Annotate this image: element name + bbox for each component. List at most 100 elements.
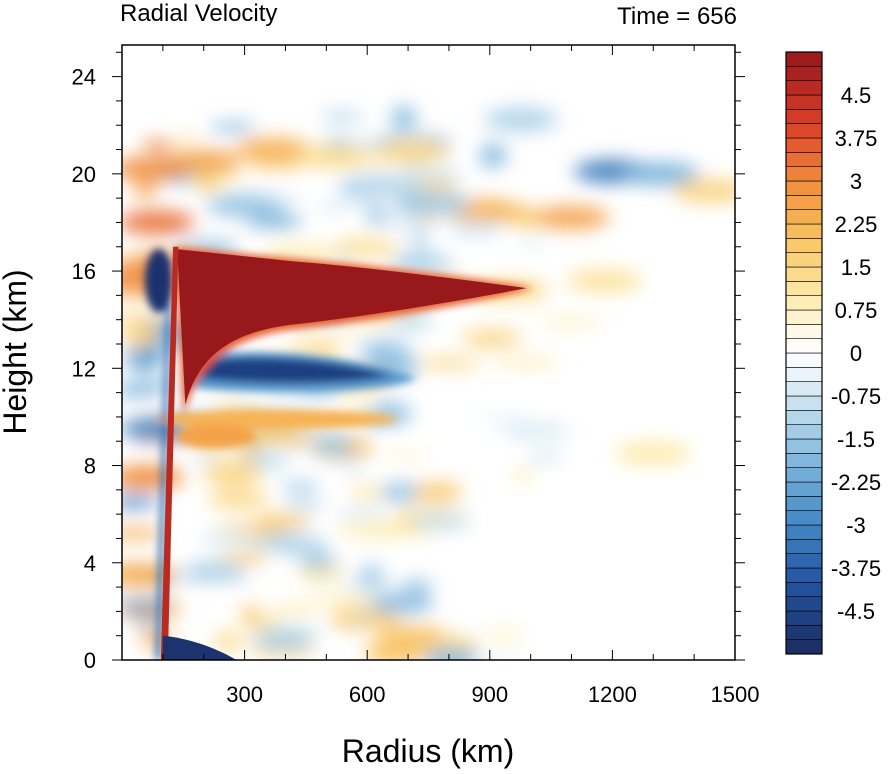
colorbar bbox=[785, 51, 823, 655]
y-tick-label: 16 bbox=[72, 259, 96, 284]
x-tick-label: 1500 bbox=[711, 682, 760, 707]
upper-inflow-core bbox=[144, 248, 173, 313]
colorbar-label: 2.25 bbox=[835, 212, 878, 237]
perturbation-blob bbox=[336, 509, 387, 519]
colorbar-bin bbox=[785, 195, 823, 210]
upper-patch bbox=[374, 139, 451, 164]
y-tick-label: 8 bbox=[84, 454, 96, 479]
perturbation-blob bbox=[241, 603, 259, 629]
colorbar-bin bbox=[785, 295, 823, 311]
x-tick-label: 600 bbox=[349, 682, 386, 707]
colorbar-bin bbox=[785, 66, 823, 81]
perturbation-blob bbox=[383, 451, 429, 460]
boundary-layer-inflow bbox=[162, 635, 237, 660]
colorbar-label: 1.5 bbox=[841, 255, 872, 280]
colorbar-label: -2.25 bbox=[831, 470, 881, 495]
upper-patch bbox=[566, 268, 643, 293]
perturbation-blob bbox=[297, 565, 345, 582]
perturbation-blob bbox=[484, 106, 558, 133]
colorbar-bin bbox=[785, 324, 823, 339]
perturbation-blob bbox=[273, 605, 317, 615]
colorbar-bin bbox=[785, 596, 823, 612]
perturbation-blob bbox=[477, 413, 532, 423]
colorbar-label: -3 bbox=[846, 513, 866, 538]
perturbation-blob bbox=[285, 499, 326, 511]
colorbar-bin bbox=[785, 610, 823, 626]
perturbation-blob bbox=[285, 443, 306, 454]
perturbation-blob bbox=[319, 202, 348, 211]
colorbar-bin bbox=[785, 180, 823, 196]
perturbation-blob bbox=[411, 230, 429, 249]
perturbation-blob bbox=[250, 537, 313, 551]
colorbar-bin bbox=[785, 453, 823, 468]
perturbation-blob bbox=[253, 513, 311, 530]
y-tick-labels: 0 4 8 12 16 20 24 bbox=[72, 65, 96, 673]
colorbar-bin bbox=[785, 352, 823, 368]
perturbation-blob bbox=[246, 212, 303, 230]
colorbar-bin bbox=[785, 281, 823, 296]
perturbation-blob bbox=[124, 378, 176, 392]
eyewall-inflow bbox=[155, 258, 172, 660]
perturbation-blob bbox=[517, 239, 549, 249]
perturbation-blob bbox=[536, 316, 606, 328]
perturbation-blob bbox=[142, 139, 175, 152]
colorbar-bin bbox=[785, 152, 823, 167]
colorbar-label: -0.75 bbox=[831, 384, 881, 409]
perturbation-blob bbox=[378, 482, 425, 502]
upper-patch bbox=[206, 193, 283, 218]
colorbar-bin bbox=[785, 539, 823, 554]
perturbation-blob bbox=[341, 465, 367, 475]
perturbation-blob bbox=[122, 527, 164, 540]
colorbar-bin bbox=[785, 109, 823, 124]
perturbation-blob bbox=[234, 400, 256, 410]
colorbar-bin bbox=[785, 395, 823, 411]
perturbation-blob bbox=[208, 486, 269, 511]
colorbar-bin bbox=[785, 481, 823, 497]
perturbation-blob bbox=[253, 627, 315, 652]
eyewall-updraft bbox=[160, 246, 179, 660]
colorbar-bin bbox=[785, 367, 823, 382]
perturbation-blob bbox=[483, 623, 525, 648]
perturbation-blob bbox=[321, 112, 364, 121]
perturbation-blob bbox=[334, 253, 353, 266]
perturbation-blob bbox=[195, 173, 218, 194]
perturbation-blob bbox=[310, 441, 358, 457]
colorbar-bin bbox=[785, 238, 823, 253]
perturbation-blob bbox=[199, 532, 261, 546]
upper-patch bbox=[235, 137, 312, 162]
upper-patch bbox=[615, 441, 692, 466]
perturbation-blob bbox=[388, 312, 434, 330]
perturbation-blob bbox=[412, 482, 463, 502]
perturbation-blob bbox=[331, 237, 400, 258]
perturbation-blob bbox=[461, 328, 522, 348]
axis-ticks bbox=[112, 45, 745, 661]
colorbar-bin bbox=[785, 467, 823, 483]
perturbation-blob bbox=[209, 122, 257, 133]
y-tick-label: 20 bbox=[72, 162, 96, 187]
perturbation-blob bbox=[175, 571, 249, 580]
colorbar-bin bbox=[785, 166, 823, 182]
x-tick-label: 1200 bbox=[588, 682, 637, 707]
x-tick-label: 300 bbox=[226, 682, 263, 707]
colorbar-bin bbox=[785, 510, 823, 526]
colorbar-bin bbox=[785, 567, 823, 583]
perturbation-blob bbox=[309, 427, 348, 442]
upper-patch bbox=[533, 205, 610, 230]
upper-patch bbox=[122, 210, 195, 235]
perturbation-blob bbox=[448, 216, 502, 239]
perturbation-blob bbox=[410, 511, 471, 532]
upper-patch bbox=[296, 144, 373, 169]
perturbation-blob bbox=[212, 631, 245, 651]
upper-patch bbox=[345, 173, 422, 198]
perturbation-blob bbox=[202, 459, 263, 486]
colorbar-bin bbox=[785, 223, 823, 239]
upper-patch bbox=[623, 161, 700, 186]
colorbar-bin bbox=[785, 252, 823, 268]
perturbation-blob bbox=[219, 552, 270, 564]
upper-patch bbox=[394, 191, 471, 216]
colorbar-label: -4.5 bbox=[837, 599, 875, 624]
perturbation-blob bbox=[242, 546, 262, 555]
colorbar-frame bbox=[785, 51, 823, 655]
perturbation-blob bbox=[492, 356, 560, 369]
outflow-layer bbox=[175, 424, 256, 449]
